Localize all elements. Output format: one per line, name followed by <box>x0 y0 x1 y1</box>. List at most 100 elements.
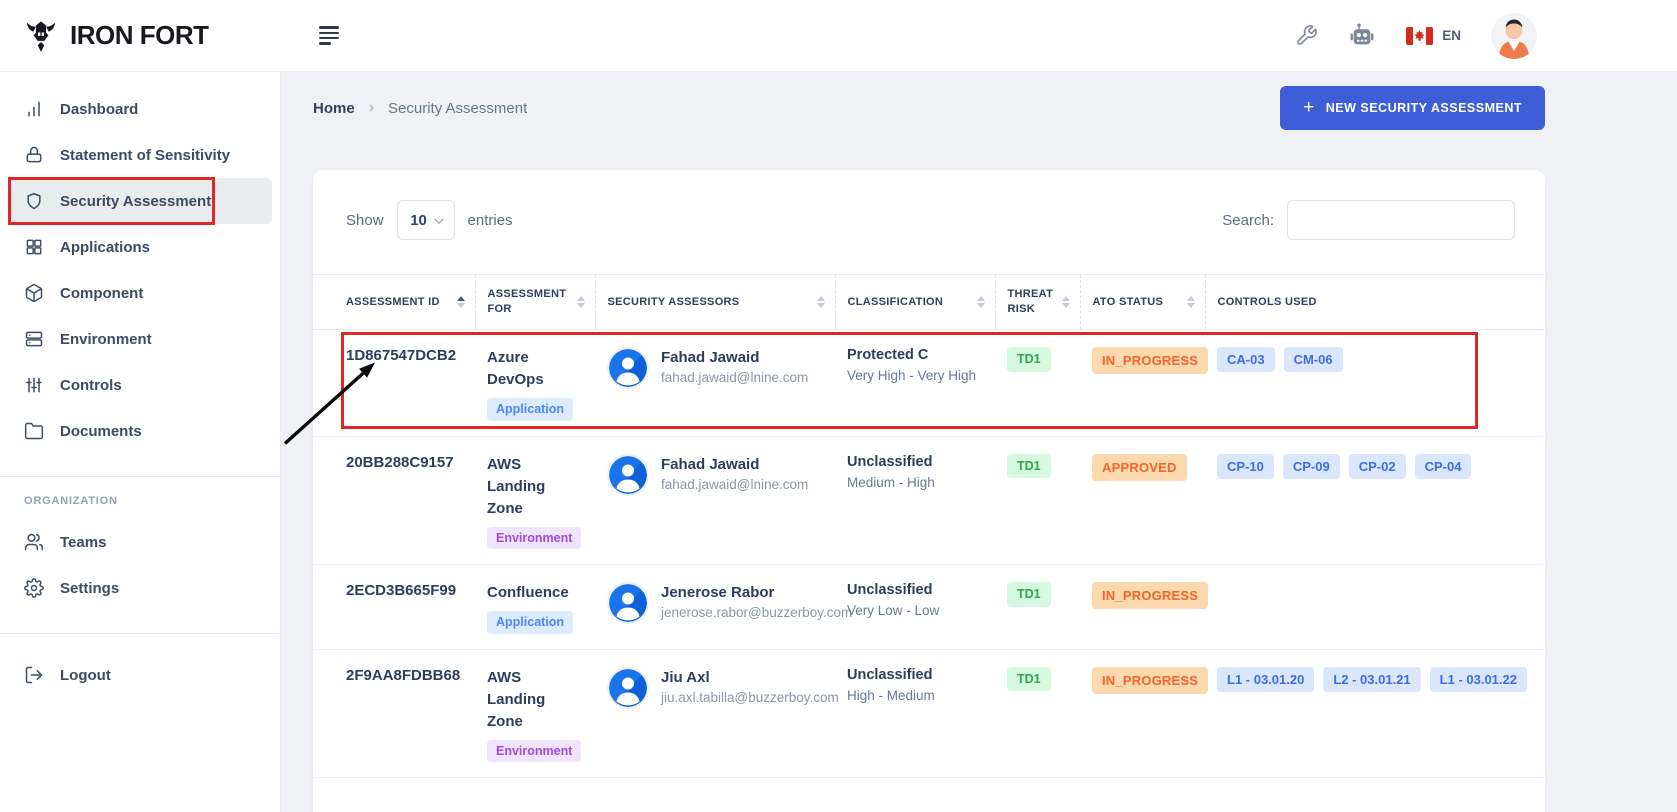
sidebar-item-teams[interactable]: Teams <box>8 519 272 565</box>
brand-logo: IRON FORT <box>0 0 281 72</box>
canada-flag-icon <box>1406 26 1434 45</box>
new-security-assessment-button[interactable]: + NEW SECURITY ASSESSMENT <box>1280 86 1545 130</box>
sidebar-item-logout[interactable]: Logout <box>8 652 272 698</box>
control-badge: CP-09 <box>1282 453 1340 479</box>
table-row[interactable]: 1D867547DCB2 Azure DevOps Application Fa… <box>313 329 1545 437</box>
search-input[interactable] <box>1287 200 1515 240</box>
sidebar-item-settings[interactable]: Settings <box>8 565 272 611</box>
assessor-name: Jiu Axl <box>661 668 710 686</box>
show-label: Show <box>346 211 384 229</box>
search-control: Search: <box>1222 200 1515 240</box>
target-type-badge: Application <box>487 398 574 421</box>
control-badge: CM-06 <box>1283 347 1343 372</box>
column-header-assessment-for[interactable]: ASSESSMENT FOR <box>475 274 596 330</box>
classification-range: Very High - Very High <box>847 368 977 383</box>
classification: Unclassified <box>847 453 933 470</box>
assessment-for-name: Azure DevOps <box>487 349 544 388</box>
sidebar-nav-main: Dashboard Statement of Sensitivity Securit… <box>0 86 280 454</box>
assessor-email: jiu.axl.tabilla@buzzerboy.com <box>661 689 839 705</box>
folder-icon <box>24 421 44 441</box>
column-header-controls-used: CONTROLS USED <box>1205 274 1545 330</box>
target-type-badge: Environment <box>487 526 582 549</box>
assessor-email: fahad.jawaid@lnine.com <box>661 476 809 492</box>
assessor-email: jenerose.rabor@buzzerboy.com <box>661 605 853 620</box>
column-header-classification[interactable]: CLASSIFICATION <box>835 274 996 330</box>
grid-icon <box>24 237 44 257</box>
chevron-down-icon <box>433 213 444 224</box>
sidebar-section-label: ORGANIZATION <box>24 495 118 507</box>
users-icon <box>24 532 44 552</box>
assessor-email: fahad.jawaid@lnine.com <box>661 370 809 385</box>
control-badge: L1 - 03.01.22 <box>1429 666 1527 692</box>
threat-risk-badge: TD1 <box>1007 347 1051 372</box>
user-avatar[interactable] <box>1491 12 1537 59</box>
tools-wrench-icon[interactable] <box>1295 24 1318 47</box>
control-badge: CP-02 <box>1348 453 1406 479</box>
column-header-security-assessors[interactable]: SECURITY ASSESSORS <box>595 274 836 330</box>
search-label: Search: <box>1222 211 1274 229</box>
language-switcher[interactable]: EN <box>1406 26 1461 45</box>
assessment-id: 1D867547DCB2 <box>313 329 475 437</box>
main-content: Home › Security Assessment + NEW SECURIT… <box>281 72 1677 812</box>
sidebar-item-dashboard[interactable]: Dashboard <box>8 86 272 132</box>
assessment-for-name: AWS Landing Zone <box>487 455 546 517</box>
sort-icons <box>1186 296 1195 308</box>
table-row[interactable]: 2F9AA8FDBB68 AWS Landing Zone Environmen… <box>313 649 1545 778</box>
plus-icon: + <box>1303 96 1315 118</box>
sidebar-toggle-hamburger-icon[interactable] <box>315 22 343 49</box>
sort-icons <box>1061 296 1070 308</box>
table-row[interactable]: 20BB288C9157 AWS Landing Zone Environmen… <box>313 436 1545 565</box>
assessor-name: Fahad Jawaid <box>661 349 760 366</box>
sidebar-item-documents[interactable]: Documents <box>8 408 272 454</box>
assessment-id: 2F9AA8FDBB68 <box>313 649 475 778</box>
breadcrumb: Home › Security Assessment <box>313 99 527 117</box>
assessor-avatar <box>607 453 649 496</box>
classification-range: Medium - High <box>847 474 935 490</box>
page-size-select[interactable]: 10 <box>396 200 455 240</box>
table-row[interactable]: 2ECD3B665F99 Confluence Application Jene… <box>313 564 1545 650</box>
sort-icons <box>456 296 465 308</box>
sidebar-divider <box>0 633 280 634</box>
assessor-avatar <box>607 582 649 624</box>
sidebar-item-environment[interactable]: Environment <box>8 316 272 362</box>
sidebar: Dashboard Statement of Sensitivity Securit… <box>0 72 281 812</box>
threat-risk-badge: TD1 <box>1007 453 1051 478</box>
ato-status-badge: IN_PROGRESS <box>1092 582 1209 609</box>
page-size-control: Show 10 entries <box>346 200 513 240</box>
assessment-id: 2ECD3B665F99 <box>313 564 475 650</box>
column-header-threat-risk[interactable]: THREAT RISK <box>995 274 1081 330</box>
sort-icons <box>576 296 585 308</box>
cube-icon <box>24 283 44 303</box>
sidebar-item-component[interactable]: Component <box>8 270 272 316</box>
logout-icon <box>24 665 44 685</box>
assessor-avatar <box>607 347 649 389</box>
language-code: EN <box>1442 28 1461 43</box>
breadcrumb-home-link[interactable]: Home <box>313 99 355 117</box>
sliders-icon <box>24 375 44 395</box>
ato-status-badge: APPROVED <box>1092 453 1187 481</box>
lock-icon <box>24 145 44 165</box>
sidebar-item-controls[interactable]: Controls <box>8 362 272 408</box>
control-badge: L2 - 03.01.21 <box>1323 666 1421 692</box>
target-type-badge: Environment <box>487 739 582 762</box>
target-type-badge: Application <box>487 611 574 634</box>
assessor-name: Jenerose Rabor <box>661 584 775 601</box>
sidebar-item-applications[interactable]: Applications <box>8 224 272 270</box>
control-badge: L1 - 03.01.20 <box>1217 666 1315 692</box>
sidebar-item-security-assessment[interactable]: Security Assessment <box>8 178 272 224</box>
column-header-ato-status[interactable]: ATO STATUS <box>1080 274 1206 330</box>
bar-chart-icon <box>24 99 44 119</box>
control-badge: CP-10 <box>1217 453 1274 479</box>
topbar: EN <box>281 0 1677 72</box>
sidebar-item-statement-of-sensitivity[interactable]: Statement of Sensitivity <box>8 132 272 178</box>
sidebar-nav-organization: Teams Settings <box>0 519 280 611</box>
column-header-assessment-id[interactable]: ASSESSMENT ID <box>313 274 476 330</box>
assistant-robot-icon[interactable] <box>1348 22 1376 50</box>
classification-range: Very Low - Low <box>847 603 940 618</box>
assessments-table: ASSESSMENT ID ASSESSMENT FOR SECURITY ASSE… <box>313 274 1545 778</box>
control-badge: CP-04 <box>1414 453 1472 479</box>
brand-logo-icon <box>22 17 60 55</box>
assessment-for-name: Confluence <box>487 584 569 601</box>
assessment-id: 20BB288C9157 <box>313 436 475 565</box>
ato-status-badge: IN_PROGRESS <box>1092 347 1209 374</box>
